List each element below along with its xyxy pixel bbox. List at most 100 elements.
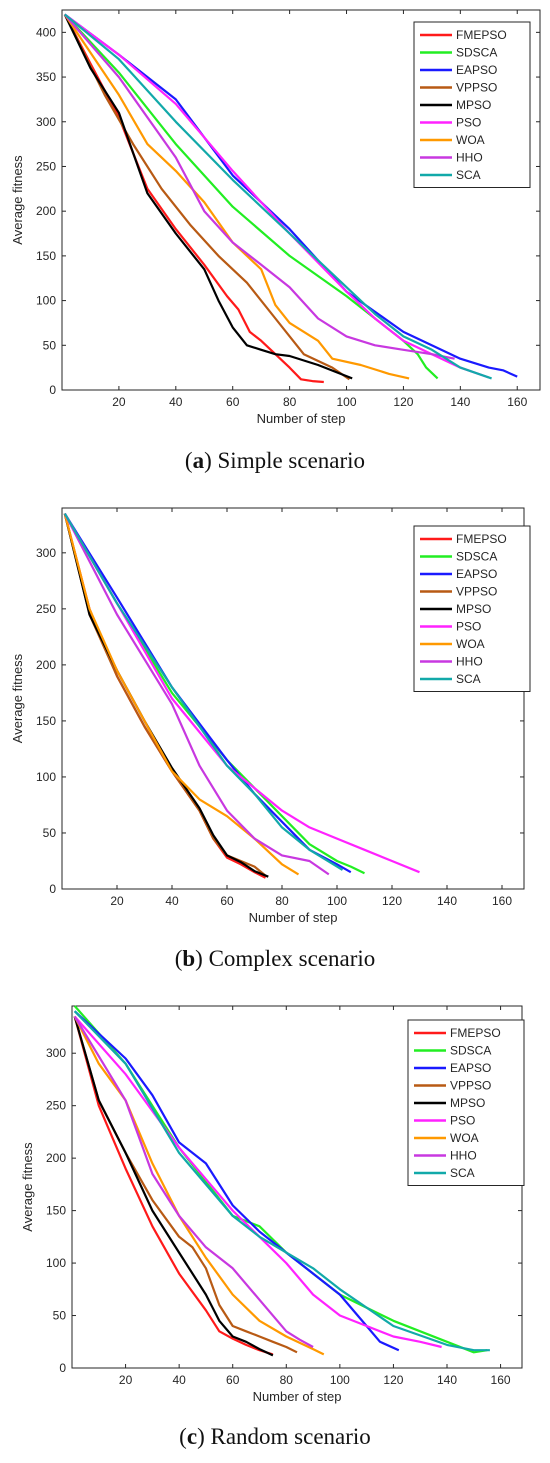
- x-tick-label: 160: [507, 395, 527, 409]
- legend-label: HHO: [456, 655, 483, 669]
- y-tick-label: 150: [46, 1204, 66, 1218]
- y-axis-label: Average fitness: [10, 653, 25, 743]
- legend-label: SDSCA: [456, 46, 497, 60]
- y-tick-label: 50: [43, 338, 57, 352]
- x-tick-label: 80: [280, 1373, 294, 1387]
- x-tick-label: 40: [169, 395, 183, 409]
- series-line-sca: [73, 1010, 490, 1352]
- legend-label: WOA: [456, 637, 485, 651]
- series-line-pso: [73, 1015, 442, 1349]
- x-tick-label: 80: [275, 894, 289, 908]
- legend-label: HHO: [456, 151, 483, 165]
- y-tick-label: 50: [53, 1309, 67, 1323]
- series-line-mpso: [73, 1016, 274, 1357]
- legend-label: SCA: [456, 672, 481, 686]
- series-line-sdsca: [63, 13, 439, 380]
- y-tick-label: 0: [59, 1361, 66, 1375]
- y-tick-label: 400: [36, 25, 56, 39]
- y-tick-label: 200: [46, 1151, 66, 1165]
- x-tick-label: 120: [382, 894, 402, 908]
- series-line-mpso: [63, 14, 353, 380]
- y-tick-label: 100: [36, 294, 56, 308]
- y-tick-label: 150: [36, 249, 56, 263]
- legend-label: PSO: [450, 1114, 475, 1128]
- caption-text: Complex scenario: [208, 946, 376, 971]
- legend-label: FMEPSO: [450, 1026, 501, 1040]
- legend-label: EAPSO: [456, 567, 497, 581]
- x-axis-label: Number of step: [249, 910, 338, 925]
- legend-label: SCA: [456, 168, 481, 182]
- x-tick-label: 60: [226, 395, 240, 409]
- caption-text: Random scenario: [210, 1424, 371, 1449]
- y-tick-label: 300: [46, 1046, 66, 1060]
- x-tick-label: 60: [226, 1373, 240, 1387]
- legend-label: PSO: [456, 620, 481, 634]
- y-tick-label: 250: [36, 159, 56, 173]
- y-tick-label: 100: [46, 1256, 66, 1270]
- series-line-hho: [73, 1015, 314, 1348]
- x-tick-label: 100: [327, 894, 347, 908]
- series-line-woa: [73, 1015, 325, 1356]
- legend-label: HHO: [450, 1149, 477, 1163]
- legend-label: FMEPSO: [456, 532, 507, 546]
- x-tick-label: 20: [110, 894, 124, 908]
- series-line-sca: [64, 13, 492, 380]
- x-tick-label: 160: [491, 1373, 511, 1387]
- caption-random: (c) Random scenario: [179, 1424, 371, 1449]
- line-chart-simple: 20 40 60 80 100 120 140 160 0 50 100 150 200 250 300 35…: [10, 9, 541, 426]
- y-tick-label: 0: [49, 882, 56, 896]
- x-tick-label: 80: [283, 395, 297, 409]
- legend-label: MPSO: [450, 1096, 485, 1110]
- caption-letter: c: [186, 1424, 198, 1449]
- legend-label: WOA: [450, 1131, 479, 1145]
- legend-label: MPSO: [456, 98, 491, 112]
- y-tick-label: 300: [36, 546, 56, 560]
- legend-label: SCA: [450, 1166, 475, 1180]
- caption-letter: a: [192, 448, 205, 473]
- chart-panel-simple: 20 40 60 80 100 120 140 160 0 50 100 150 200 250 300 35…: [0, 0, 550, 485]
- y-tick-label: 350: [36, 70, 56, 84]
- y-tick-label: 200: [36, 658, 56, 672]
- x-tick-label: 20: [112, 395, 126, 409]
- x-tick-label: 60: [220, 894, 234, 908]
- legend-label: WOA: [456, 133, 485, 147]
- legend-label: VPPSO: [456, 585, 497, 599]
- y-tick-label: 200: [36, 204, 56, 218]
- series-line-sdsca: [63, 513, 365, 875]
- x-tick-label: 160: [492, 894, 512, 908]
- series-line-sca: [63, 513, 344, 871]
- x-axis-label: Number of step: [253, 1389, 342, 1404]
- x-tick-label: 120: [393, 395, 413, 409]
- legend-label: EAPSO: [450, 1061, 491, 1075]
- caption-letter: b: [182, 946, 196, 971]
- x-tick-label: 100: [330, 1373, 350, 1387]
- caption-text: Simple scenario: [217, 448, 366, 473]
- chart-panel-complex: 20 40 60 80 100 120 140 160 0 50 100 150 200 250 300 Nu…: [0, 498, 550, 983]
- x-tick-label: 40: [172, 1373, 186, 1387]
- y-tick-label: 100: [36, 770, 56, 784]
- x-tick-label: 140: [437, 894, 457, 908]
- legend-label: EAPSO: [456, 63, 497, 77]
- line-chart-random: 20 40 60 80 100 120 140 160 0 50 100 150 200 250 300 Nu…: [20, 1005, 525, 1404]
- legend-label: PSO: [456, 116, 481, 130]
- y-tick-label: 50: [43, 826, 57, 840]
- x-tick-label: 140: [437, 1373, 457, 1387]
- x-tick-label: 100: [337, 395, 357, 409]
- series-line-hho: [63, 13, 455, 360]
- x-tick-label: 140: [450, 395, 470, 409]
- y-tick-label: 250: [46, 1099, 66, 1113]
- series-line-pso: [63, 513, 420, 874]
- legend-label: VPPSO: [456, 81, 497, 95]
- y-tick-label: 300: [36, 115, 56, 129]
- chart-panel-random: 20 40 60 80 100 120 140 160 0 50 100 150 200 250 300 Nu…: [0, 996, 550, 1463]
- series-line-woa: [63, 13, 410, 380]
- x-axis-label: Number of step: [257, 411, 346, 426]
- y-axis-label: Average fitness: [10, 155, 25, 245]
- legend-label: SDSCA: [450, 1044, 491, 1058]
- legend-label: MPSO: [456, 602, 491, 616]
- caption-simple: (a) Simple scenario: [184, 448, 366, 473]
- line-chart-complex: 20 40 60 80 100 120 140 160 0 50 100 150 200 250 300 Nu…: [10, 507, 531, 925]
- y-tick-label: 250: [36, 602, 56, 616]
- legend-label: FMEPSO: [456, 28, 507, 42]
- y-tick-label: 150: [36, 714, 56, 728]
